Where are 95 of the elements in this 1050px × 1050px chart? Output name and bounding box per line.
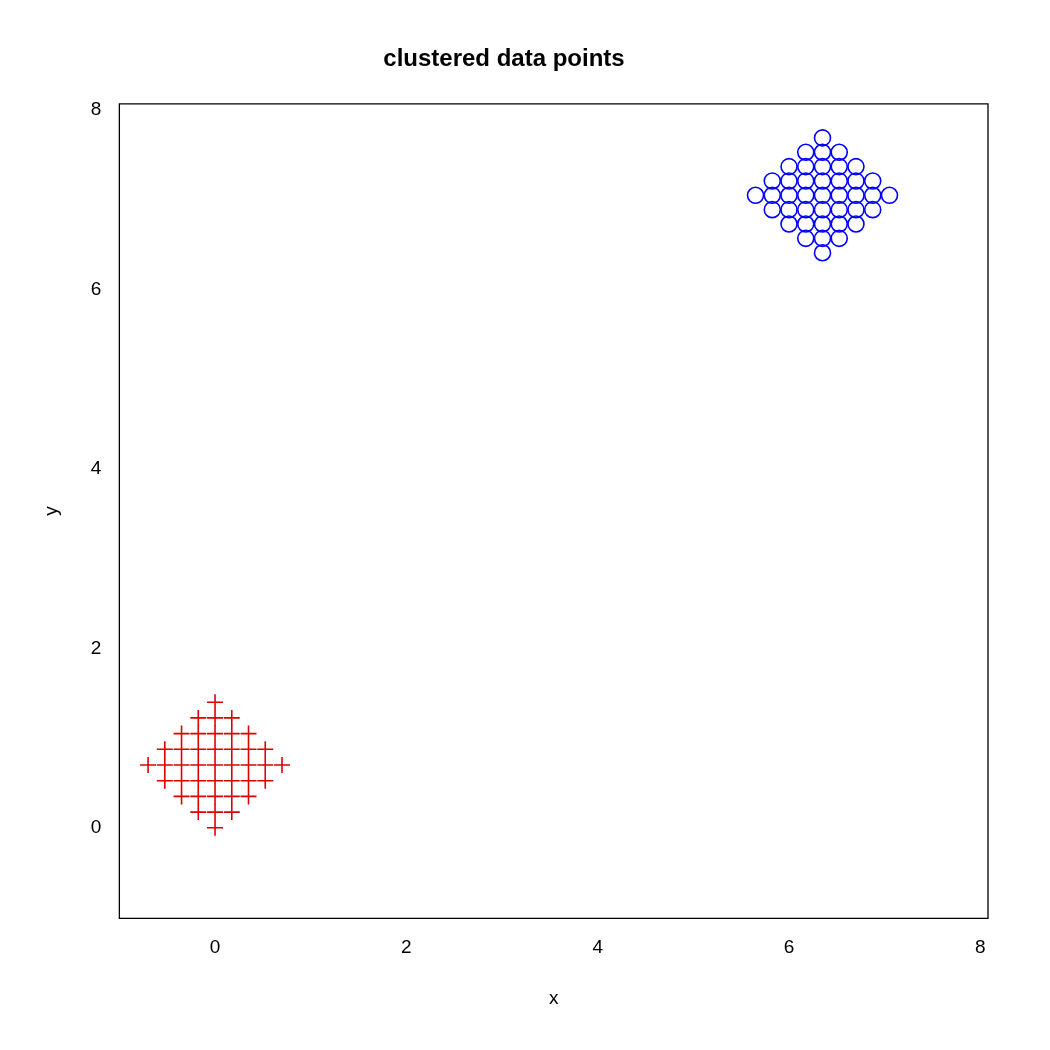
point [139,756,157,774]
point [206,709,224,727]
point [847,172,865,190]
point [830,143,849,162]
point [796,215,815,233]
point [156,771,174,790]
point [222,787,241,806]
point [763,172,782,190]
point [222,771,241,790]
point [780,157,798,176]
point [189,709,208,727]
point [847,157,865,176]
point [813,157,832,176]
point [763,200,782,219]
point [830,200,849,219]
point [880,186,899,205]
y-axis-title: y [39,505,61,516]
point [206,693,224,711]
point [796,229,815,248]
point [273,756,291,774]
point [172,787,191,806]
point [189,724,208,743]
point [189,756,208,774]
point [156,740,174,759]
y-tick-label: 0 [90,816,102,838]
point [796,186,815,205]
point [813,186,832,205]
point [830,172,849,190]
point [206,740,224,759]
point [813,229,832,248]
point [256,771,275,790]
point [239,787,258,806]
y-tick-label: 4 [90,457,102,479]
point [239,724,258,743]
point [172,771,191,790]
point [780,200,798,219]
point [780,215,798,233]
point [222,709,241,727]
point [222,724,241,743]
x-tick-label: 6 [783,936,795,958]
point [206,756,224,774]
point [256,756,275,774]
point [156,756,174,774]
point [847,215,865,233]
point [813,172,832,190]
point [189,803,208,821]
point [796,157,815,176]
point [847,186,865,205]
point [172,740,191,759]
y-tick-label: 6 [90,277,102,299]
point [206,771,224,790]
x-tick-label: 2 [401,936,412,958]
point [256,740,275,759]
point [222,803,241,821]
point [206,818,224,837]
point [172,756,191,774]
point [813,200,832,219]
point [239,771,258,790]
x-tick-label: 8 [975,936,986,958]
point [189,771,208,790]
point [796,143,815,162]
point [863,200,882,219]
point [863,186,882,205]
point [222,740,241,759]
point [796,172,815,190]
point [239,756,258,774]
y-tick-label: 2 [90,636,102,658]
point [813,243,832,262]
x-tick-label: 0 [209,936,221,958]
point [847,200,865,219]
chart-title: clustered data points [383,44,625,72]
point [830,229,849,248]
point [780,172,798,190]
point [863,172,882,190]
point [189,740,208,759]
point [189,787,208,806]
point [172,724,191,743]
point [746,186,765,205]
point [222,756,241,774]
point [813,129,832,147]
point [830,157,849,176]
point [206,787,224,806]
point [830,215,849,233]
point [813,143,832,162]
point [796,200,815,219]
x-tick-label: 4 [592,936,604,958]
x-axis-title: x [548,986,559,1008]
point [830,186,849,205]
point [206,724,224,743]
point [763,186,782,205]
point [813,215,832,233]
point [239,740,258,759]
point [780,186,798,205]
point [206,803,224,821]
y-tick-label: 8 [90,98,102,120]
